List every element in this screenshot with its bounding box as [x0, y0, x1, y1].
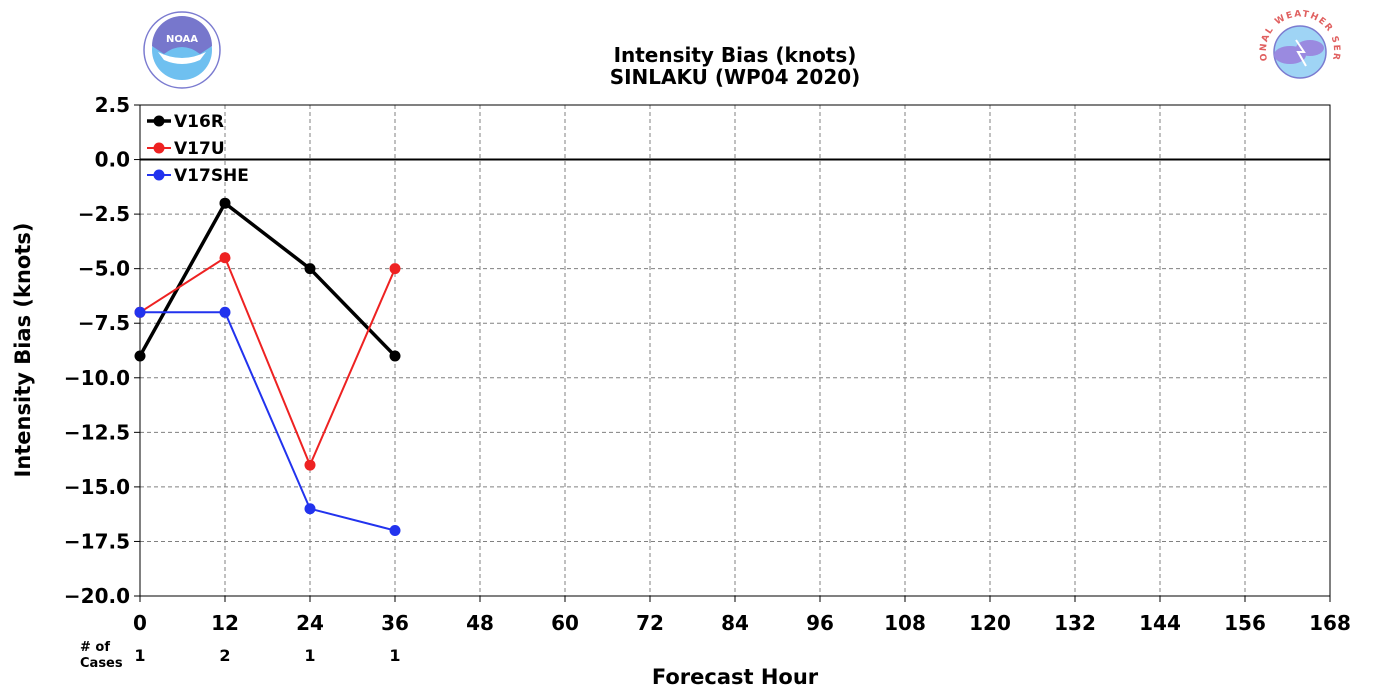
y-tick-label: 0.0: [95, 148, 130, 172]
data-point-v17she: [219, 306, 231, 318]
y-tick-label: −2.5: [78, 202, 130, 226]
x-tick-label: 132: [1054, 611, 1096, 635]
grid-lines: [140, 105, 1330, 596]
y-tick-label: −7.5: [78, 311, 130, 335]
case-count: 1: [134, 646, 145, 665]
x-tick-label: 0: [133, 611, 147, 635]
legend-label: V17U: [174, 139, 225, 159]
x-tick-label: 60: [551, 611, 579, 635]
chart-title: Intensity Bias (knots): [614, 43, 857, 67]
x-tick-label: 120: [969, 611, 1011, 635]
data-point-v17she: [304, 503, 316, 515]
series-line-v17u: [139, 256, 396, 468]
data-point-v17u: [219, 252, 231, 264]
x-tick-label: 144: [1139, 611, 1181, 635]
legend-marker: [153, 169, 165, 181]
y-tick-label: −12.5: [64, 420, 130, 444]
case-count: 2: [219, 646, 230, 665]
y-axis-label: Intensity Bias (knots): [11, 223, 35, 478]
legend-label: V16R: [174, 112, 224, 132]
cases-counts: 1 2 1 1: [134, 646, 400, 665]
x-tick-label: 36: [381, 611, 409, 635]
data-point-v16r: [134, 350, 146, 362]
y-tick-label: 2.5: [95, 93, 130, 117]
x-tick-label: 24: [296, 611, 324, 635]
x-tick-label: 84: [721, 611, 749, 635]
x-tick-label: 48: [466, 611, 494, 635]
data-point-v16r: [304, 263, 316, 275]
noaa-logo: NOAA: [143, 11, 221, 89]
data-point-v17u: [389, 263, 401, 275]
cases-label-line1: # of: [80, 640, 110, 655]
y-tick-label: −5.0: [78, 257, 130, 281]
y-tick-label: −20.0: [64, 584, 130, 608]
cases-label-line2: Cases: [80, 656, 123, 671]
series-line-v16r: [138, 200, 397, 358]
legend-label: V17SHE: [174, 166, 249, 186]
x-tick-label: 156: [1224, 611, 1266, 635]
data-point-v17she: [389, 525, 401, 537]
x-tick-label: 108: [884, 611, 926, 635]
x-tick-label: 96: [806, 611, 834, 635]
y-tick-labels: 2.5 0.0 −2.5 −5.0 −7.5 −10.0 −12.5 −15.0 −17.5 −2…: [64, 93, 140, 608]
series-line-v17she: [140, 311, 396, 532]
series-layer: [134, 197, 401, 537]
y-tick-label: −17.5: [64, 529, 130, 553]
x-tick-label: 72: [636, 611, 664, 635]
x-tick-label: 168: [1309, 611, 1351, 635]
data-point-v16r: [389, 350, 401, 362]
data-point-v17she: [134, 306, 146, 318]
case-count: 1: [389, 646, 400, 665]
case-count: 1: [304, 646, 315, 665]
data-point-v17u: [304, 459, 316, 471]
legend: V16R V17U V17SHE: [147, 112, 249, 186]
noaa-logo-text: NOAA: [166, 34, 198, 45]
legend-marker: [153, 142, 165, 154]
chart-subtitle: SINLAKU (WP04 2020): [610, 65, 861, 89]
x-tick-labels: 0 12 24 36 48 60 72 84 96 108 120 132 144 156 168: [133, 596, 1351, 635]
data-point-v16r: [219, 197, 231, 209]
x-axis-label: Forecast Hour: [652, 665, 819, 689]
y-tick-label: −10.0: [64, 366, 130, 390]
y-tick-label: −15.0: [64, 475, 130, 499]
x-tick-label: 12: [211, 611, 239, 635]
legend-marker: [153, 115, 165, 127]
